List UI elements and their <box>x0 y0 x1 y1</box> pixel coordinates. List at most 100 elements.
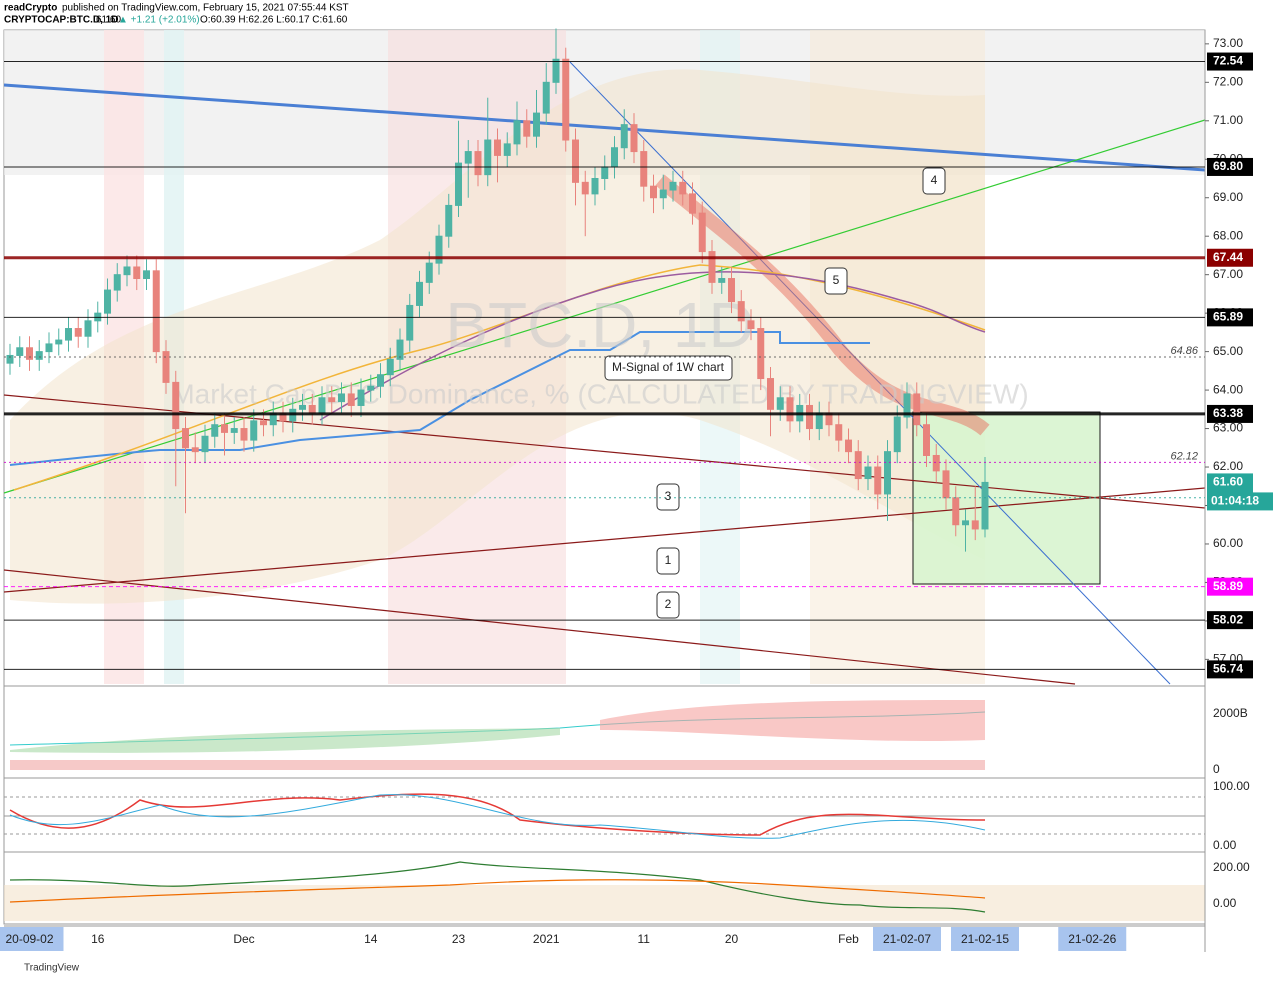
level-label: 61.60 <box>1213 475 1243 489</box>
candle-body <box>318 397 326 414</box>
candle-body <box>650 185 657 199</box>
pane-label: 100.00 <box>1213 779 1250 793</box>
candle-body <box>923 424 930 456</box>
countdown-box <box>1207 492 1273 511</box>
date-highlight <box>951 927 1019 951</box>
candle-body <box>679 181 687 195</box>
candle-body <box>494 139 501 156</box>
candle-body <box>845 439 852 453</box>
candle-body <box>26 347 33 360</box>
candle-body <box>952 497 960 526</box>
candle-body <box>45 343 53 353</box>
candle-body <box>338 393 345 403</box>
candle-body <box>718 278 726 283</box>
y-tick-label: 71.00 <box>1213 113 1243 127</box>
x-tick-label: 20-09-02 <box>5 932 53 946</box>
annotation: 5 <box>833 273 840 287</box>
watermark: BTC.D, 1D <box>445 289 754 361</box>
candle-body <box>542 81 550 114</box>
candle-body <box>191 447 199 453</box>
level-label-box <box>1207 404 1253 423</box>
candle-body <box>757 328 765 380</box>
candle-body <box>874 466 882 495</box>
level-label: 65.89 <box>1213 310 1243 324</box>
candle-body <box>630 124 638 153</box>
candle-body <box>455 162 462 206</box>
annotation-callouts <box>604 167 946 619</box>
level-label-box <box>1207 157 1253 176</box>
level-label-box <box>1207 308 1253 327</box>
candle-body <box>815 412 823 430</box>
candle-body <box>435 235 443 264</box>
candle-body <box>299 404 306 410</box>
candle-body <box>913 393 921 426</box>
y-tick-label: 69.00 <box>1213 190 1243 204</box>
candle-body <box>406 304 414 341</box>
annotation: 2 <box>665 597 672 611</box>
level-label: 69.80 <box>1213 159 1243 173</box>
level-label: 58.89 <box>1213 579 1243 593</box>
candle-body <box>16 347 24 356</box>
candle-body <box>786 397 794 422</box>
candle-body <box>640 151 648 187</box>
x-tick-label: 23 <box>452 932 466 946</box>
candle-body <box>893 416 901 453</box>
candle-body <box>728 278 735 303</box>
decor <box>3 29 1206 952</box>
candle-body <box>143 270 150 280</box>
candle-body <box>250 420 258 441</box>
level-label-box <box>1207 248 1253 267</box>
annotation: 1 <box>665 553 672 567</box>
candle-body <box>572 139 579 183</box>
annotation: 3 <box>665 489 672 503</box>
candle-body <box>659 189 667 199</box>
candle-body <box>464 151 472 164</box>
candle-body <box>347 393 355 406</box>
candle-body <box>201 435 209 453</box>
candle-body <box>221 424 228 433</box>
candle-body <box>133 266 141 280</box>
footer: TradingView <box>24 963 80 974</box>
candle-body <box>211 424 219 437</box>
candle-body <box>776 397 784 410</box>
level-label-box <box>1207 52 1253 71</box>
x-tick-label: 11 <box>638 932 651 946</box>
level-label-box <box>1207 660 1253 679</box>
candle-body <box>416 281 423 306</box>
candle-body <box>172 381 180 430</box>
level-label: 62.12 <box>1170 450 1198 462</box>
pane-label: 200.00 <box>1213 860 1250 874</box>
level-label: 58.02 <box>1213 612 1243 626</box>
candle-body <box>533 112 540 137</box>
x-tick-label: 14 <box>364 932 378 946</box>
candle-body <box>123 266 131 276</box>
candle-body <box>65 328 72 341</box>
candle-body <box>942 470 950 499</box>
candle-body <box>445 204 453 237</box>
y-tick-label: 62.00 <box>1213 459 1243 473</box>
y-tick-label: 60.00 <box>1213 536 1243 550</box>
level-label: 64.86 <box>1170 345 1198 357</box>
level-label-box <box>1207 611 1253 630</box>
candle-body <box>162 351 170 383</box>
candle-body <box>474 151 482 176</box>
y-tick-label: 63.00 <box>1213 421 1243 435</box>
pane-label: 0 <box>1213 762 1220 776</box>
candle-body <box>84 320 92 337</box>
y-tick-label: 65.00 <box>1213 344 1243 358</box>
x-tick-label: 20 <box>725 932 739 946</box>
candle-body <box>601 166 609 179</box>
candle-body <box>552 58 560 83</box>
candle-body <box>903 393 911 418</box>
candle-body <box>581 181 589 195</box>
x-tick-label: 21-02-15 <box>961 932 1009 946</box>
date-highlight <box>0 927 64 951</box>
candle-body <box>55 339 63 345</box>
y-tick-label: 68.00 <box>1213 228 1243 242</box>
candle-body <box>854 451 862 480</box>
last-price: 61.60 <box>96 15 121 26</box>
y-tick-label: 72.00 <box>1213 74 1243 88</box>
candle-body <box>357 389 365 406</box>
